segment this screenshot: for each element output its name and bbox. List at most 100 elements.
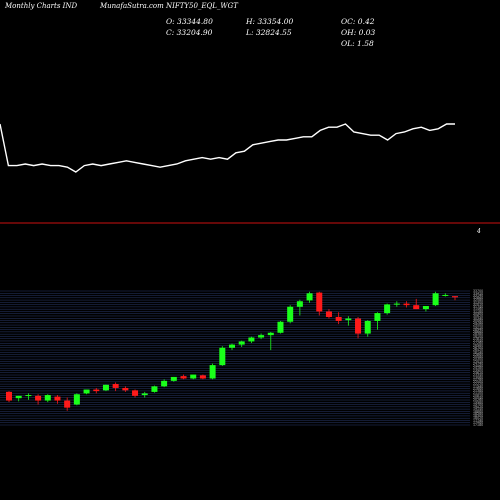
candle (199, 374, 206, 380)
candle-body (5, 391, 12, 401)
oc-value: OC: 0.42 (341, 17, 375, 26)
y-tick-label: 26420 (473, 348, 483, 352)
candle-body (151, 386, 158, 392)
y-tick-label: 29780 (473, 321, 483, 325)
close-value: C: 33204.90 (166, 28, 213, 37)
candle (267, 331, 274, 351)
candle (102, 384, 109, 392)
candle (422, 305, 429, 312)
candle-body (335, 317, 342, 321)
candle (141, 391, 148, 398)
y-tick-label: 33700 (473, 289, 483, 293)
y-tick-label: 22780 (473, 378, 483, 382)
candle (112, 382, 119, 392)
candle (335, 312, 342, 325)
y-tick-label: 21100 (473, 391, 483, 395)
y-tick-label: 20540 (473, 396, 483, 400)
y-tick-label: 26700 (473, 346, 483, 350)
y-tick-label: 27260 (473, 341, 483, 345)
y-tick-label: 21940 (473, 384, 483, 388)
candle (345, 316, 352, 326)
y-tick-label: 30620 (473, 314, 483, 318)
y-tick-label: 30340 (473, 316, 483, 320)
y-tick-label: 18860 (473, 409, 483, 413)
candle-body (112, 384, 119, 388)
candle-body (374, 313, 381, 321)
candle-body (238, 341, 245, 345)
y-tick-label: 25580 (473, 355, 483, 359)
y-tick-label: 18580 (473, 412, 483, 416)
candle (161, 379, 168, 388)
candle (219, 346, 226, 366)
candle (190, 374, 197, 380)
candle (316, 291, 323, 316)
price-grid (0, 290, 470, 426)
y-tick-label: 23340 (473, 373, 483, 377)
y-tick-label: 17180 (473, 423, 483, 427)
candle (355, 317, 362, 339)
y-tick-label: 17460 (473, 421, 483, 425)
candle-body (364, 320, 371, 334)
candle (287, 305, 294, 324)
candle-body (93, 389, 100, 392)
candle (238, 340, 245, 347)
candle-body (432, 293, 439, 306)
candle-body (122, 387, 129, 391)
y-tick-label: 29220 (473, 325, 483, 329)
candle-body (83, 389, 90, 394)
candle-body (258, 335, 265, 338)
y-tick-label: 26980 (473, 344, 483, 348)
candle-body (413, 305, 420, 310)
candle-body (170, 376, 177, 381)
candle (93, 387, 100, 394)
y-tick-label: 21380 (473, 389, 483, 393)
candle-body (15, 395, 22, 399)
y-tick-label: 23900 (473, 368, 483, 372)
y-tick-label: 19140 (473, 407, 483, 411)
y-tick-label: 28660 (473, 330, 483, 334)
candle-body (325, 311, 332, 318)
y-tick-label: 17740 (473, 418, 483, 422)
candle-body (141, 393, 148, 396)
marker-text: 4 (476, 228, 481, 235)
candle (384, 303, 391, 315)
candle (54, 395, 61, 404)
candle (209, 363, 216, 380)
candle-body (345, 318, 352, 321)
candle-body (248, 337, 255, 342)
y-tick-label: 22500 (473, 380, 483, 384)
candle-body (73, 394, 80, 405)
candle-body (161, 380, 168, 387)
y-tick-label: 32300 (473, 300, 483, 304)
chart-source-label: Monthly Charts IND (5, 2, 78, 10)
candle (248, 336, 255, 344)
oh-value: OH: 0.03 (341, 28, 376, 37)
candle-body (132, 390, 139, 396)
candle (64, 397, 71, 411)
y-tick-label: 19980 (473, 400, 483, 404)
candle (403, 301, 410, 308)
candle-body (403, 303, 410, 306)
candle (413, 298, 420, 310)
ol-value: OL: 1.58 (341, 39, 374, 48)
y-tick-label: 25020 (473, 359, 483, 363)
low-value: L: 32824.55 (246, 28, 292, 37)
candle (132, 389, 139, 398)
candle-body (190, 374, 197, 379)
y-tick-label: 18300 (473, 414, 483, 418)
candle (296, 299, 303, 316)
candle-body (451, 296, 458, 298)
candle (442, 293, 449, 297)
candlestick-plot (5, 291, 458, 411)
y-tick-label: 32860 (473, 296, 483, 300)
candle-body (422, 305, 429, 310)
candle-body (277, 321, 284, 333)
candle-body (316, 292, 323, 312)
candle (258, 333, 265, 340)
y-tick-label: 31460 (473, 307, 483, 311)
candle (44, 394, 51, 403)
candle-body (296, 301, 303, 307)
candle-body (384, 304, 391, 314)
y-tick-label: 27540 (473, 339, 483, 343)
